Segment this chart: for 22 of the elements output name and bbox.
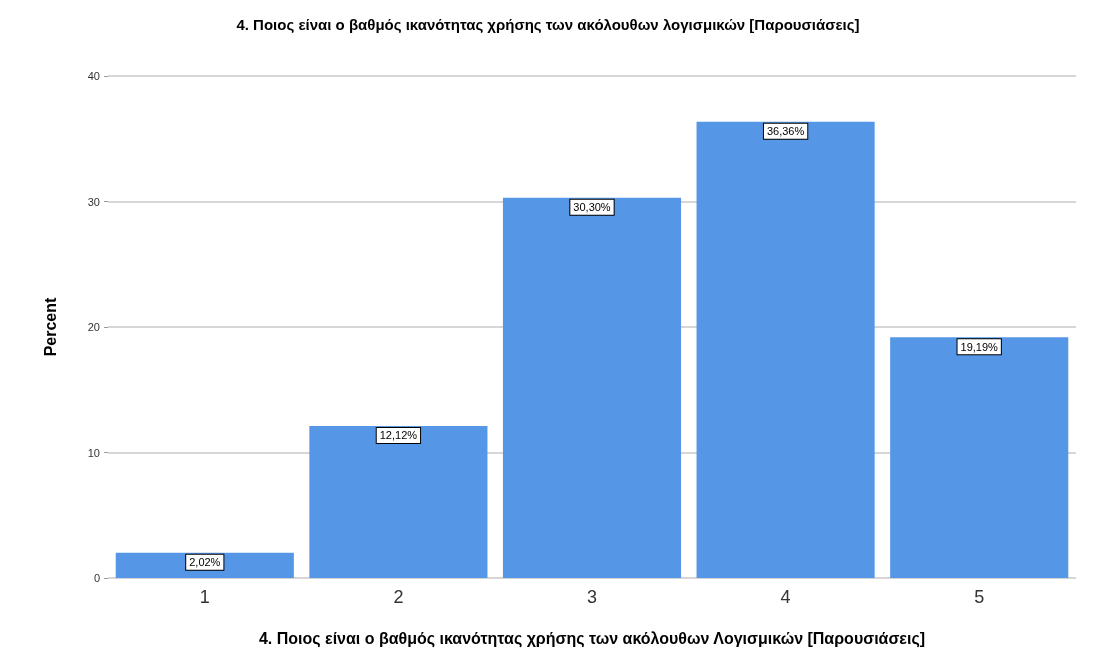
bar <box>696 121 875 578</box>
y-axis-title: Percent <box>41 296 59 357</box>
bar <box>309 425 488 578</box>
y-tick-label: 0 <box>93 572 100 584</box>
x-axis-title: 4. Ποιος είναι ο βαθμός ικανότητας χρήσης των ακόλουθων Λογισμικών [Παρουσιάσεις] <box>258 629 926 648</box>
data-label: 12,12% <box>379 429 418 442</box>
y-tick-label: 20 <box>87 321 100 333</box>
y-tick-label: 10 <box>87 446 100 459</box>
bar <box>502 197 682 578</box>
x-tick-label: 2 <box>393 587 404 607</box>
data-label: 2,02% <box>189 556 221 569</box>
data-label: 19,19% <box>960 340 999 353</box>
x-tick-label: 4 <box>780 587 791 607</box>
chart-title: 4. Ποιος είναι ο βαθμός ικανότητας χρήσης των ακόλουθων λογισμικών [Παρουσιάσεις] <box>236 16 860 33</box>
data-label: 30,30% <box>573 201 611 214</box>
x-tick-label: 5 <box>974 587 985 607</box>
y-tick-label: 40 <box>87 70 100 82</box>
x-tick-label: 1 <box>199 587 210 607</box>
bar <box>890 337 1069 578</box>
y-tick-label: 30 <box>87 195 100 208</box>
data-label: 36,36% <box>766 125 805 138</box>
x-tick-label: 3 <box>586 587 598 607</box>
